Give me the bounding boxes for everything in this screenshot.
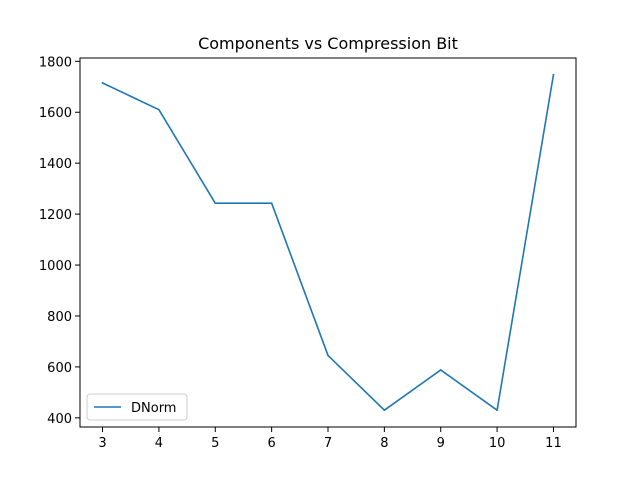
y-tick-label: 400 (47, 412, 72, 427)
x-tick-label: 11 (545, 436, 562, 451)
x-tick-label: 10 (489, 436, 506, 451)
plot-frame (79, 57, 577, 428)
x-tick-label: 7 (324, 436, 332, 451)
data-point (552, 74, 555, 76)
x-tick-label: 8 (380, 436, 388, 451)
chart-title: Components vs Compression Bit (198, 34, 458, 53)
series-layer (101, 73, 555, 411)
data-point (101, 82, 104, 84)
data-point (214, 202, 217, 204)
y-tick-label: 1400 (39, 157, 72, 172)
data-point (270, 202, 273, 204)
legend-label-dnorm: DNorm (131, 401, 176, 416)
legend-box (86, 393, 188, 421)
x-axis: 3 4 5 6 7 8 9 10 11 (98, 427, 562, 451)
y-tick-label: 600 (47, 361, 72, 376)
y-tick-label: 1000 (39, 259, 72, 274)
data-point (439, 369, 442, 371)
x-tick-label: 4 (155, 436, 163, 451)
y-tick-label: 1600 (39, 106, 72, 121)
legend: DNorm (86, 393, 188, 421)
y-tick-label: 800 (47, 310, 72, 325)
y-tick-label: 1800 (39, 55, 72, 70)
data-point (158, 108, 160, 111)
data-point (383, 409, 386, 411)
y-tick-label: 1200 (39, 208, 72, 223)
data-point (327, 354, 329, 357)
data-point (496, 409, 498, 411)
y-axis: 400 600 800 1000 1200 1400 1600 1800 (39, 55, 80, 427)
series-line-dnorm (101, 73, 555, 411)
x-tick-label: 9 (437, 436, 445, 451)
x-tick-label: 3 (98, 436, 106, 451)
x-tick-label: 6 (267, 436, 275, 451)
x-tick-label: 5 (211, 436, 219, 451)
